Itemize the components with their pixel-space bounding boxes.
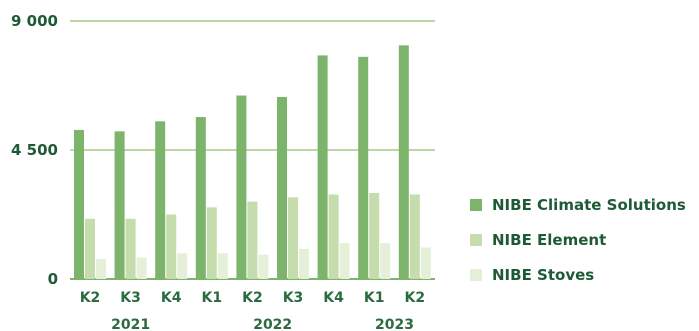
x-tick-label: K2	[80, 290, 101, 306]
bar-element	[125, 218, 136, 279]
bar-element	[166, 214, 177, 279]
bar-element	[85, 218, 95, 279]
bar-climate-solutions	[114, 131, 125, 279]
y-axis-tick-labels: 0 4 500 9 000	[11, 12, 58, 288]
bar-climate-solutions	[195, 117, 206, 280]
bar-stoves	[420, 247, 431, 279]
bar-element	[206, 207, 217, 279]
year-label: 2021	[111, 317, 150, 331]
bar-element	[288, 197, 298, 279]
legend-item-stoves: NIBE Stoves	[470, 257, 699, 292]
x-tick-label: K3	[283, 290, 304, 306]
legend-swatch-element	[470, 233, 482, 246]
bar-element	[328, 194, 339, 279]
bar-climate-solutions	[398, 45, 409, 279]
bar-stoves	[380, 243, 391, 279]
bar-climate-solutions	[277, 96, 287, 279]
legend-label-climate-solutions: NIBE Climate Solutions	[492, 195, 686, 214]
bar-stoves	[339, 243, 350, 279]
bar-element	[409, 194, 420, 279]
x-tick-label: K2	[242, 290, 263, 306]
bar-climate-solutions	[74, 129, 84, 279]
y-tick-label: 4 500	[11, 141, 58, 159]
bar-series	[74, 45, 431, 280]
legend-item-climate-solutions: NIBE Climate Solutions	[470, 187, 699, 222]
legend: NIBE Climate Solutions NIBE Element NIBE…	[470, 187, 699, 292]
bar-stoves	[217, 253, 228, 279]
x-tick-label: K1	[364, 290, 385, 306]
year-label: 2022	[253, 317, 292, 331]
legend-label-stoves: NIBE Stoves	[492, 265, 595, 284]
y-tick-label: 0	[48, 270, 58, 288]
bar-element	[369, 193, 380, 279]
bar-stoves	[177, 253, 188, 279]
x-tick-label: K2	[405, 290, 426, 306]
bar-climate-solutions	[155, 121, 166, 279]
legend-item-element: NIBE Element	[470, 222, 699, 257]
x-tick-label: K4	[161, 290, 182, 306]
bar-element	[247, 201, 258, 279]
x-tick-label: K4	[323, 290, 344, 306]
year-group-labels: 2021 2022 2023	[111, 317, 414, 331]
x-tick-label: K3	[120, 290, 141, 306]
bar-stoves	[96, 258, 106, 279]
bar-stoves	[299, 248, 309, 279]
bar-climate-solutions	[236, 95, 247, 280]
year-label: 2023	[375, 317, 414, 331]
bar-climate-solutions	[358, 56, 369, 280]
y-tick-label: 9 000	[11, 12, 58, 30]
bar-climate-solutions	[317, 55, 328, 280]
bar-stoves	[136, 257, 147, 279]
x-axis-tick-labels: K2 K3 K4 K1 K2 K3 K4 K1 K2	[80, 290, 425, 306]
legend-swatch-stoves	[470, 268, 482, 281]
legend-swatch-climate-solutions	[470, 198, 482, 211]
bar-stoves	[258, 254, 269, 279]
x-tick-label: K1	[202, 290, 223, 306]
legend-label-element: NIBE Element	[492, 230, 607, 249]
